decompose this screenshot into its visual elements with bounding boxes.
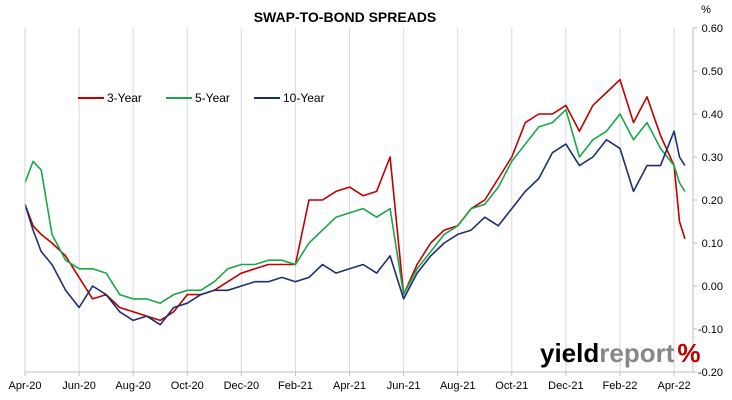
- grid-lines: [78, 28, 675, 372]
- series-lines: [24, 78, 686, 326]
- watermark-yield: yield: [540, 338, 599, 368]
- x-tick-label: Apr-21: [333, 380, 366, 392]
- x-tick-label: Dec-21: [548, 380, 583, 392]
- y-tick-label: 0.40: [702, 109, 723, 121]
- y-tick-label: 0.00: [702, 281, 723, 293]
- y-tick-label: 0.30: [702, 152, 723, 164]
- y-axis-ticks: -0.20 -0.10 0.00 0.10 0.20 0.30 0.40 0.50 0.60: [693, 23, 723, 379]
- x-tick-label: Oct-20: [171, 380, 204, 392]
- x-tick-label: Aug-20: [115, 380, 150, 392]
- y-tick-label: -0.10: [698, 324, 723, 336]
- legend-label: 5-Year: [195, 91, 230, 105]
- x-tick-label: Apr-20: [8, 380, 41, 392]
- watermark-percent: %: [677, 338, 700, 368]
- y-tick-label: 0.60: [702, 23, 723, 35]
- legend-label: 3-Year: [107, 91, 142, 105]
- x-tick-label: Jun-21: [387, 380, 421, 392]
- legend: 3-Year 5-Year 10-Year: [78, 91, 325, 105]
- legend-label: 10-Year: [283, 91, 325, 105]
- watermark-logo: yieldreport%: [540, 338, 701, 368]
- watermark-report: report: [599, 338, 674, 368]
- x-tick-label: Jun-20: [62, 380, 96, 392]
- x-tick-label: Feb-22: [603, 380, 638, 392]
- series-line-3-year: [24, 78, 686, 322]
- y-tick-label: -0.20: [698, 367, 723, 379]
- series-line-10-year: [24, 130, 686, 326]
- y-tick-label: 0.10: [702, 238, 723, 250]
- series-line-5-year: [24, 108, 686, 305]
- x-tick-label: Apr-22: [658, 380, 691, 392]
- x-tick-label: Feb-21: [278, 380, 313, 392]
- x-axis-ticks: Apr-20 Jun-20 Aug-20 Oct-20 Dec-20 Feb-21 Apr-…: [8, 372, 691, 392]
- y-tick-label: 0.20: [702, 195, 723, 207]
- chart-title: SWAP-TO-BOND SPREADS: [254, 9, 437, 25]
- x-tick-label: Dec-20: [224, 380, 259, 392]
- x-tick-label: Aug-21: [440, 380, 475, 392]
- x-tick-label: Oct-21: [495, 380, 528, 392]
- y-axis-unit: %: [701, 4, 711, 16]
- y-tick-label: 0.50: [702, 66, 723, 78]
